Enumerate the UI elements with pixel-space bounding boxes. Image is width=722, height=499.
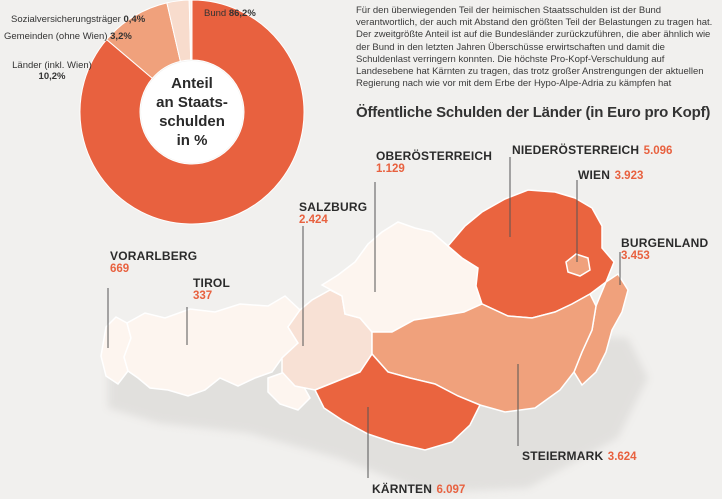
legend-sozialversicherung: Sozialversicherungsträger 0,4% xyxy=(11,14,146,25)
donut-center-title: Anteil an Staats- schulden in % xyxy=(156,75,228,149)
map-title: Öffentliche Schulden der Länder (in Euro… xyxy=(356,104,711,121)
label-oberoesterreich: OBERÖSTERREICH 1.129 xyxy=(376,149,493,176)
label-kaernten: KÄRNTEN 6.097 xyxy=(372,482,466,497)
label-burgenland: BURGENLAND 3.453 xyxy=(621,236,709,263)
label-tirol: TIROL 337 xyxy=(193,276,230,303)
leader-lines xyxy=(107,157,621,478)
legend-laender: Länder (inkl. Wien) 10,2% xyxy=(12,60,92,82)
label-vorarlberg: VORARLBERG 669 xyxy=(110,249,198,276)
description-text: Für den überwiegenden Teil der heimische… xyxy=(356,5,713,90)
legend-bund: Bund 86,2% xyxy=(204,8,256,19)
label-wien: WIEN 3.923 xyxy=(578,168,644,183)
donut-slice-0 xyxy=(79,0,305,225)
label-niederoesterreich: NIEDERÖSTERREICH 5.096 xyxy=(512,143,673,158)
legend-gemeinden: Gemeinden (ohne Wien) 3,2% xyxy=(4,31,132,42)
region-kaernten xyxy=(313,352,482,451)
donut-chart xyxy=(79,0,305,225)
donut-slice-3 xyxy=(188,0,193,61)
donut-hole xyxy=(141,61,243,163)
label-steiermark: STEIERMARK 3.624 xyxy=(522,449,637,464)
label-salzburg: SALZBURG 2.424 xyxy=(299,200,368,227)
region-wien xyxy=(565,253,591,277)
